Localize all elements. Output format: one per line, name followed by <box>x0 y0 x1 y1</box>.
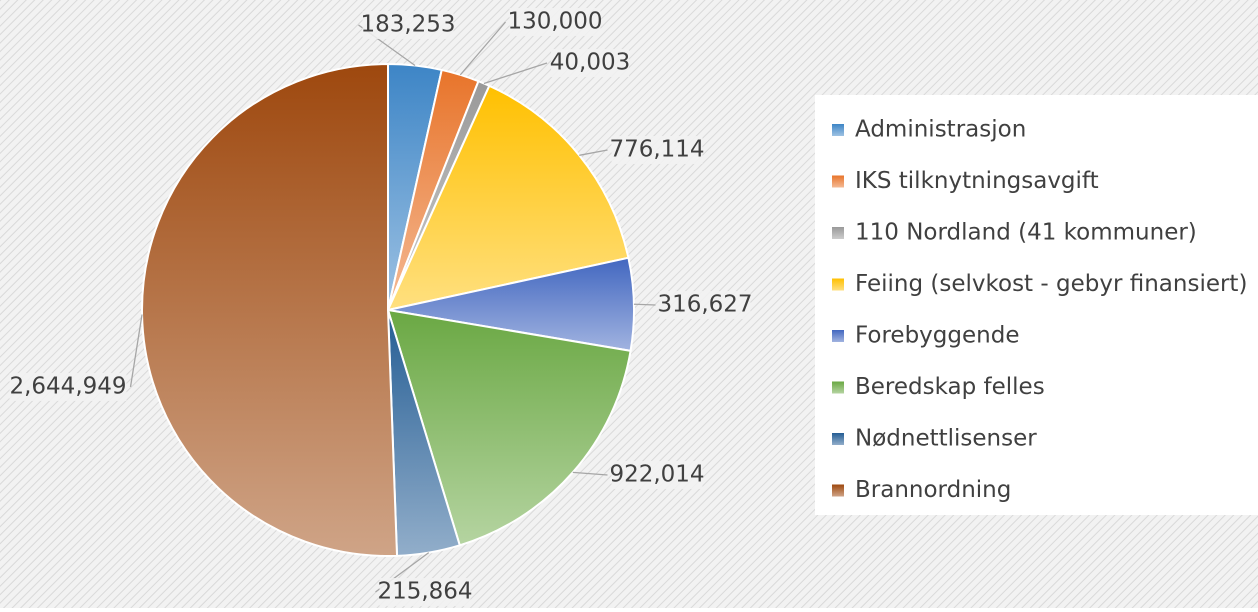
label-bg <box>611 461 703 489</box>
legend-label: Nødnettlisenser <box>855 426 1037 452</box>
label-bg <box>509 8 601 36</box>
data-label: 130,000 <box>507 9 602 35</box>
leader-line <box>579 149 608 156</box>
label-bg <box>9 373 127 401</box>
label-bg <box>379 578 471 606</box>
legend-label: Brannordning <box>855 477 1011 503</box>
label-bg <box>611 136 703 164</box>
leader-line <box>129 314 143 388</box>
label-bg <box>659 291 751 319</box>
legend-swatch <box>832 175 844 188</box>
legend-label: IKS tilknytningsavgift <box>855 168 1099 194</box>
legend-swatch <box>832 484 844 497</box>
legend-label: Feiing (selvkost - gebyr finansiert) <box>855 271 1247 297</box>
pie-slice <box>386 84 630 312</box>
legend-label: Beredskap felles <box>855 374 1045 400</box>
data-label: 316,627 <box>657 292 752 318</box>
data-label: 922,014 <box>609 462 704 488</box>
leader-line <box>483 62 548 85</box>
data-label: 776,114 <box>609 137 704 163</box>
leader-line <box>572 471 608 476</box>
leader-line <box>459 21 506 76</box>
label-bg <box>551 49 629 77</box>
data-label: 215,864 <box>377 579 472 605</box>
legend-label: 110 Nordland (41 kommuner) <box>855 220 1197 246</box>
legend-swatch <box>832 381 844 394</box>
data-label: 183,253 <box>360 12 455 38</box>
label-bg <box>362 11 454 39</box>
legend-swatch <box>832 330 844 342</box>
legend-swatch <box>832 278 844 291</box>
leader-line <box>633 303 656 306</box>
legend-swatch <box>832 433 844 445</box>
legend-label: Forebyggende <box>855 323 1019 349</box>
legend-box <box>815 95 1258 515</box>
data-label: 40,003 <box>550 50 630 76</box>
data-label: 2,644,949 <box>9 374 126 400</box>
legend-swatch <box>832 227 844 239</box>
legend-label: Administrasjon <box>855 117 1026 143</box>
legend-swatch <box>832 124 844 136</box>
pie-slice <box>386 308 632 547</box>
